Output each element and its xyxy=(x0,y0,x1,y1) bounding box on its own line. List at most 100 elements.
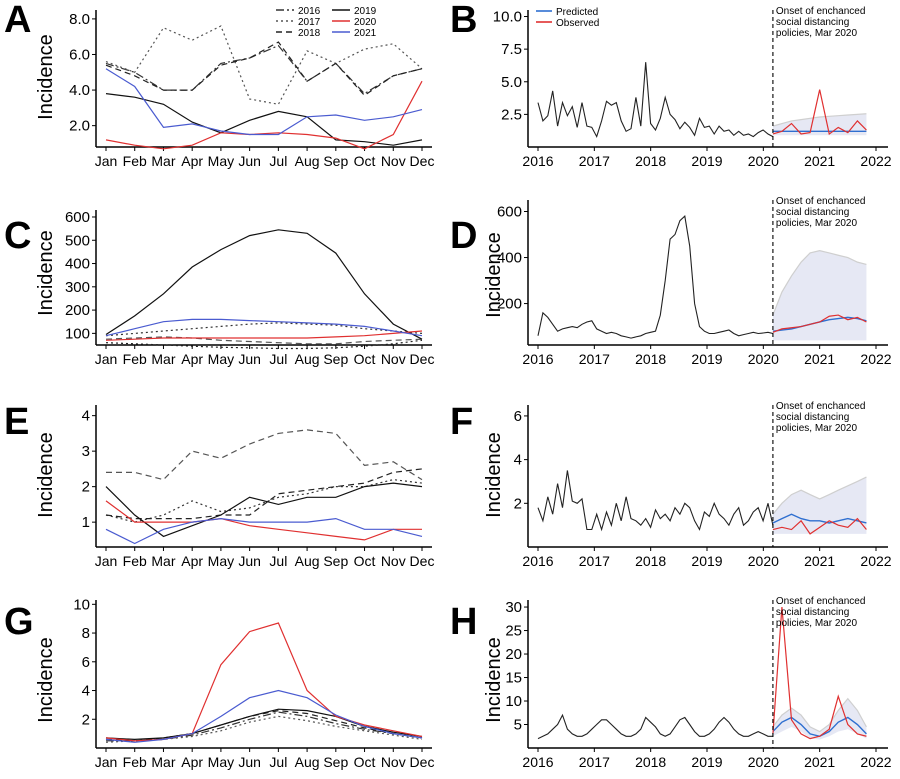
upper-bound-line xyxy=(772,697,867,733)
panel-letter-a: A xyxy=(4,0,31,41)
legend-label-2019: 2019 xyxy=(354,6,377,17)
panel-h-ylabel: Incidence xyxy=(483,637,505,723)
panel-letter-e: E xyxy=(4,401,29,443)
prediction-interval-band xyxy=(772,250,867,341)
panel-b: B 2.5 5.0 7.5 10.0 2016 2017 2018 2019 2020 2021 2… xyxy=(450,0,892,169)
predicted-line xyxy=(772,513,867,524)
y-tick-label: 10 xyxy=(505,693,522,710)
x-tick-label: 2018 xyxy=(635,553,666,569)
legend-label-2020: 2020 xyxy=(354,17,377,28)
y-tick-label: 6.0 xyxy=(69,46,90,63)
x-tick-label: Oct xyxy=(354,553,376,569)
panel-letter-h: H xyxy=(450,601,477,643)
y-tick-label: 20 xyxy=(505,646,522,663)
x-tick-label: Nov xyxy=(381,553,406,569)
y-tick-label: 1 xyxy=(82,514,90,531)
x-tick-label: 2019 xyxy=(691,553,722,569)
x-tick-label: 2022 xyxy=(860,351,891,367)
x-tick-label: 2021 xyxy=(804,351,835,367)
x-tick-label: Feb xyxy=(123,153,147,169)
observed-line xyxy=(772,89,867,135)
x-tick-label: 2018 xyxy=(635,153,666,169)
onset-annotation-line: social distancing xyxy=(776,207,849,218)
panel-e: E Incidence 1 2 3 4 Jan Feb Mar Apr May Jun Jul Aug… xyxy=(4,401,434,569)
x-tick-label: Mar xyxy=(151,754,175,770)
y-tick-label: 4 xyxy=(82,683,90,700)
y-tick-label: 100 xyxy=(65,325,90,342)
x-tick-label: Jun xyxy=(238,553,261,569)
series-2021-line xyxy=(105,318,423,337)
onset-annotation-line: policies, Mar 2020 xyxy=(776,618,858,629)
y-tick-label: 2 xyxy=(82,479,90,496)
onset-annotation-line: social distancing xyxy=(776,17,849,28)
x-tick-label: Jan xyxy=(95,351,118,367)
prediction-interval-band xyxy=(772,477,867,534)
x-tick-label: 2021 xyxy=(804,553,835,569)
x-tick-label: May xyxy=(208,153,234,169)
onset-annotation-line: policies, Mar 2020 xyxy=(776,218,858,229)
upper-bound-line xyxy=(772,250,867,316)
x-tick-label: Jun xyxy=(238,754,261,770)
panel-d-ylabel: Incidence xyxy=(483,232,505,318)
onset-annotation-line: Onset of enchanced xyxy=(776,196,866,207)
x-tick-label: Apr xyxy=(181,754,203,770)
panel-h: H Incidence 5 10 15 20 25 30 2016 2017 2018 2019 2… xyxy=(450,596,892,770)
x-tick-label: 2022 xyxy=(860,553,891,569)
x-tick-label: 2017 xyxy=(579,153,610,169)
y-tick-label: 300 xyxy=(65,279,90,296)
x-tick-label: Sep xyxy=(323,351,348,367)
x-tick-label: Jul xyxy=(269,754,287,770)
series-2017-line xyxy=(105,336,423,345)
panel-f: F Incidence 2 4 6 2016 2017 2018 2019 2020 2021 2… xyxy=(450,401,892,569)
series-2019-line xyxy=(105,229,423,340)
legend-label-2018: 2018 xyxy=(298,28,321,39)
x-tick-label: Apr xyxy=(181,351,203,367)
legend-label-2021: 2021 xyxy=(354,28,377,39)
y-tick-label: 25 xyxy=(505,623,522,640)
x-tick-label: Dec xyxy=(410,351,435,367)
x-tick-label: Dec xyxy=(410,754,435,770)
upper-bound-line xyxy=(772,113,867,127)
series-2016-line xyxy=(105,44,423,95)
legend-label-observed: Observed xyxy=(556,18,599,29)
x-tick-label: 2017 xyxy=(579,754,610,770)
series-2019-line xyxy=(105,482,423,538)
x-tick-label: Jan xyxy=(95,553,118,569)
panel-letter-g: G xyxy=(4,601,34,643)
y-tick-label: 2.5 xyxy=(501,106,522,123)
series-2017-line xyxy=(105,715,423,743)
x-tick-label: 2018 xyxy=(635,351,666,367)
x-tick-label: 2019 xyxy=(691,351,722,367)
observed-history-line xyxy=(537,470,774,532)
legend-label-2017: 2017 xyxy=(298,17,321,28)
x-tick-label: May xyxy=(208,754,234,770)
observed-history-line xyxy=(537,214,774,339)
series-2016-line xyxy=(105,478,423,523)
x-tick-label: Dec xyxy=(410,153,435,169)
series-2016-line xyxy=(105,322,423,337)
series-2021-line xyxy=(105,68,423,136)
observed-line xyxy=(772,314,867,333)
legend-label-predicted: Predicted xyxy=(556,7,598,18)
series-2020-line xyxy=(105,80,423,150)
x-tick-label: 2020 xyxy=(748,153,779,169)
y-tick-label: 5 xyxy=(514,717,522,734)
y-tick-label: 4 xyxy=(514,452,522,469)
x-tick-label: Jul xyxy=(269,153,287,169)
x-tick-label: Feb xyxy=(123,754,147,770)
panel-letter-d: D xyxy=(450,215,477,257)
panel-c-ylabel: Incidence xyxy=(35,230,57,316)
x-tick-label: Jan xyxy=(95,153,118,169)
y-tick-label: 4.0 xyxy=(69,82,90,99)
onset-annotation-line: social distancing xyxy=(776,607,849,618)
observed-history-line xyxy=(537,62,774,139)
y-tick-label: 10.0 xyxy=(493,9,522,26)
onset-annotation-line: Onset of enchanced xyxy=(776,596,866,607)
panel-d: D Incidence 200 400 600 2016 2017 2018 2019 202… xyxy=(450,196,892,367)
y-tick-label: 200 xyxy=(497,296,522,313)
x-tick-label: Mar xyxy=(151,553,175,569)
y-tick-label: 7.5 xyxy=(501,41,522,58)
x-tick-label: Sep xyxy=(323,754,348,770)
y-tick-label: 10 xyxy=(73,596,90,613)
